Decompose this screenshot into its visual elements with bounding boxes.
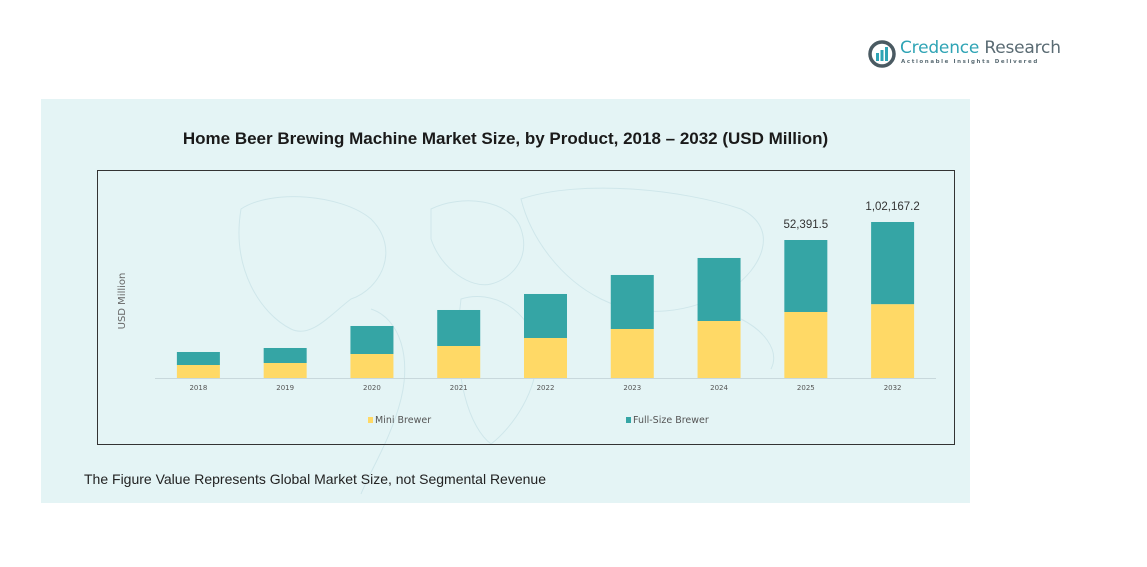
logo-tagline: Actionable Insights Delivered	[901, 59, 1039, 65]
chart-panel: Home Beer Brewing Machine Market Size, b…	[41, 99, 970, 503]
bar-mini-brewer-2019	[263, 362, 307, 378]
bar-mini-brewer-2020	[350, 353, 394, 378]
bar-full-size-brewer-2020	[350, 325, 394, 354]
bar-full-size-brewer-2019	[263, 347, 307, 363]
bar-full-size-brewer-2021	[437, 309, 481, 346]
bar-full-size-brewer-2025	[784, 240, 828, 312]
logo-name-second: Research	[979, 38, 1061, 58]
bar-mini-brewer-2032	[871, 304, 915, 378]
x-tick-label-2019: 2019	[276, 384, 294, 392]
bar-mini-brewer-2022	[524, 337, 567, 378]
chart-title: Home Beer Brewing Machine Market Size, b…	[182, 129, 829, 148]
plot-frame: 2018 2019 2020 2021 2022 2023 2024 2025 52,391.5…	[97, 170, 955, 445]
bar-full-size-brewer-2022	[524, 293, 567, 338]
y-axis-label: USD Million	[117, 273, 128, 330]
credence-research-logo: Credence Research Actionable Insights De…	[868, 38, 1061, 72]
stacked-bar-chart: 2018 2019 2020 2021 2022 2023 2024 2025 52,391.5…	[117, 201, 936, 426]
legend-label-mini-brewer: Mini Brewer	[375, 415, 431, 426]
bar-full-size-brewer-2032	[871, 222, 915, 305]
bar-mini-brewer-2024	[697, 320, 741, 378]
x-tick-label-2023: 2023	[623, 384, 641, 392]
bar-full-size-brewer-2023	[610, 274, 654, 329]
x-tick-label-2021: 2021	[450, 384, 468, 392]
x-tick-label-2018: 2018	[189, 384, 207, 392]
x-tick-label-2032: 2032	[884, 384, 902, 392]
footnote: The Figure Value Represents Global Marke…	[84, 471, 546, 487]
bar-mini-brewer-2021	[437, 345, 481, 378]
bar-full-size-brewer-2024	[697, 257, 741, 321]
bar-mini-brewer-2023	[610, 328, 654, 378]
data-label-2025: 52,391.5	[783, 219, 828, 231]
legend-label-full-size-brewer: Full-Size Brewer	[633, 415, 709, 426]
x-tick-label-2025: 2025	[797, 384, 815, 392]
logo-name: Credence Research	[900, 38, 1061, 58]
x-tick-label-2022: 2022	[537, 384, 555, 392]
data-label-2032: 1,02,167.2	[865, 201, 919, 213]
x-tick-label-2020: 2020	[363, 384, 381, 392]
bar-mini-brewer-2025	[784, 311, 828, 378]
logo-name-first: Credence	[900, 38, 980, 58]
logo-chart-icon	[868, 40, 896, 68]
bar-full-size-brewer-2018	[176, 351, 220, 365]
legend-swatch-mini-brewer	[368, 417, 373, 423]
x-tick-label-2024: 2024	[710, 384, 728, 392]
legend-swatch-full-size-brewer	[626, 417, 631, 423]
bar-mini-brewer-2018	[176, 364, 220, 378]
